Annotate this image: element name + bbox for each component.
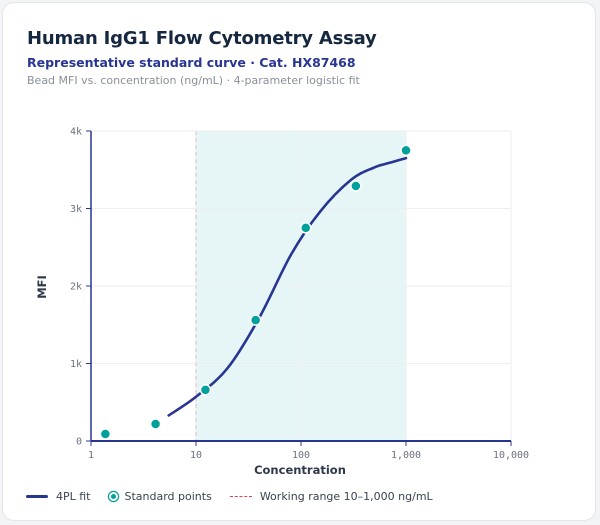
chart-title: Human IgG1 Flow Cytometry Assay xyxy=(27,28,377,49)
standard-point xyxy=(99,428,112,440)
legend-item-points[interactable]: Standard points xyxy=(108,489,212,503)
grid-layer xyxy=(91,130,512,441)
x-tick-label: 1 xyxy=(88,450,94,461)
y-axis-label: MFI xyxy=(35,275,49,299)
legend-item-range[interactable]: Working range 10–1,000 ng/mL xyxy=(229,489,433,503)
legend-item-fit[interactable]: 4PL fit xyxy=(26,490,91,503)
y-tick-label: 1k xyxy=(70,359,82,370)
standard-point xyxy=(249,314,262,326)
chart-legend: 4PL fit Standard points Working range 10… xyxy=(26,487,451,505)
x-tick-label: 1,000 xyxy=(391,450,421,461)
point-swatch xyxy=(108,491,118,501)
legend-range-label: Working range 10–1,000 ng/mL xyxy=(259,489,433,503)
x-tick-label: 100 xyxy=(292,450,310,461)
y-tick-label: 4k xyxy=(70,127,82,138)
fit-curve-line xyxy=(167,156,408,417)
range-line-swatch xyxy=(229,495,252,497)
fit-layer xyxy=(167,156,408,417)
chart-subtitle: Representative standard curve · Cat. HX8… xyxy=(27,55,356,70)
standard-point xyxy=(199,384,212,396)
chart-caption: Bead MFI vs. concentration (ng/mL) · 4-p… xyxy=(27,74,360,87)
ticks-layer: 0 1k 2k 3k 4k 1 10 100 1,000 10,000 xyxy=(70,127,529,462)
legend-fit-label: 4PL fit xyxy=(56,489,91,503)
legend-points-label: Standard points xyxy=(124,489,212,503)
fit-line-swatch xyxy=(26,494,48,498)
x-tick-label: 10,000 xyxy=(493,450,529,461)
standard-point xyxy=(400,144,412,157)
y-tick-label: 0 xyxy=(76,437,82,448)
y-tick-label: 2k xyxy=(70,282,82,293)
standard-point xyxy=(300,222,312,234)
x-tick-label: 10 xyxy=(190,450,202,461)
y-tick-label: 3k xyxy=(70,204,82,215)
standard-point xyxy=(149,418,162,430)
standard-point xyxy=(350,180,362,192)
points-layer xyxy=(99,144,412,440)
x-axis-label: Concentration xyxy=(254,463,346,477)
